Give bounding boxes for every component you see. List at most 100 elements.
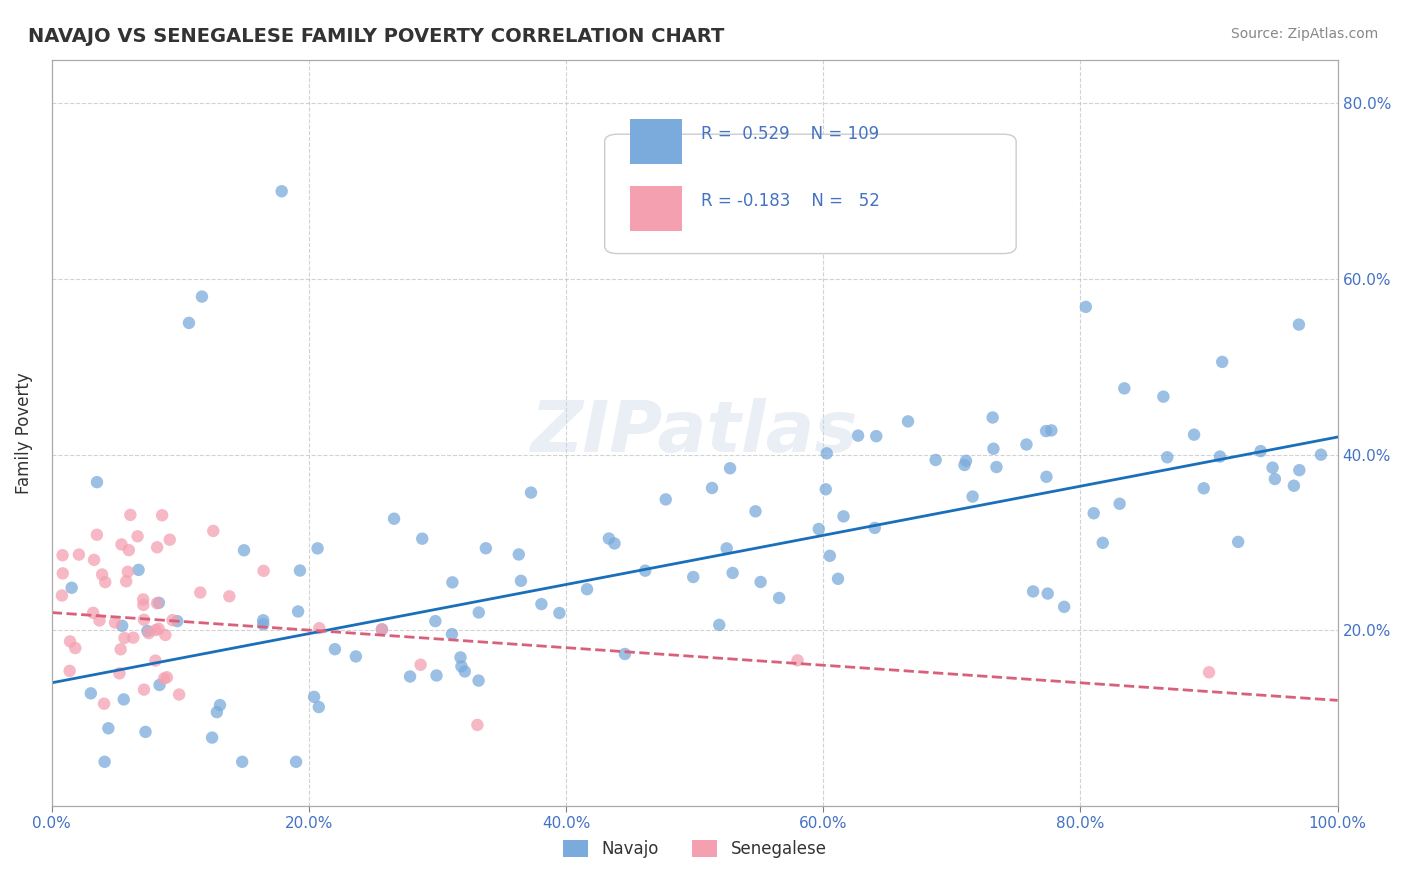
Point bbox=[700, 481, 723, 495]
Point bbox=[233, 543, 256, 558]
Point bbox=[520, 485, 543, 500]
Point bbox=[117, 565, 139, 579]
Point bbox=[1074, 300, 1097, 314]
Point bbox=[307, 541, 329, 556]
Point bbox=[146, 541, 169, 555]
Point bbox=[323, 642, 346, 657]
Legend: Navajo, Senegalese: Navajo, Senegalese bbox=[557, 833, 832, 864]
Point bbox=[399, 669, 422, 683]
Point bbox=[218, 589, 240, 603]
Point bbox=[953, 458, 976, 472]
Text: R = -0.183    N =   52: R = -0.183 N = 52 bbox=[702, 193, 880, 211]
Point bbox=[709, 618, 731, 632]
Point bbox=[1288, 318, 1310, 332]
Point bbox=[425, 668, 447, 682]
Point bbox=[1310, 448, 1333, 462]
Point bbox=[150, 508, 173, 523]
Point bbox=[83, 553, 105, 567]
Text: Source: ZipAtlas.com: Source: ZipAtlas.com bbox=[1230, 27, 1378, 41]
Point bbox=[94, 575, 117, 590]
Point bbox=[208, 698, 231, 712]
Bar bbox=[630, 120, 682, 164]
Point bbox=[156, 670, 179, 684]
Point bbox=[1198, 665, 1220, 680]
Point bbox=[132, 613, 155, 627]
Point bbox=[65, 641, 87, 656]
Point bbox=[132, 598, 155, 612]
Point bbox=[1035, 470, 1057, 484]
Point bbox=[118, 543, 141, 558]
Point bbox=[114, 631, 136, 645]
Point bbox=[981, 410, 1004, 425]
Point bbox=[815, 446, 838, 460]
Point bbox=[371, 623, 394, 637]
Point bbox=[308, 621, 330, 635]
Point bbox=[270, 184, 292, 198]
Point bbox=[1209, 450, 1232, 464]
Point bbox=[148, 678, 170, 692]
Point bbox=[576, 582, 599, 597]
Point bbox=[128, 563, 150, 577]
Point bbox=[110, 537, 132, 551]
Point bbox=[530, 597, 553, 611]
Point bbox=[252, 613, 274, 627]
Point bbox=[1114, 381, 1136, 395]
Point bbox=[467, 673, 489, 688]
Point bbox=[1035, 424, 1057, 438]
Point bbox=[603, 536, 626, 550]
Point bbox=[450, 659, 472, 673]
Point bbox=[613, 647, 636, 661]
Point bbox=[93, 697, 115, 711]
Point bbox=[148, 622, 170, 636]
Point bbox=[86, 528, 108, 542]
Point bbox=[508, 548, 530, 562]
Point bbox=[191, 289, 214, 303]
Point bbox=[832, 509, 855, 524]
Point bbox=[302, 690, 325, 704]
Point bbox=[382, 512, 405, 526]
Point bbox=[132, 682, 155, 697]
Point bbox=[409, 657, 432, 672]
Point bbox=[634, 564, 657, 578]
Point bbox=[807, 522, 830, 536]
Text: NAVAJO VS SENEGALESE FAMILY POVERTY CORRELATION CHART: NAVAJO VS SENEGALESE FAMILY POVERTY CORR… bbox=[28, 27, 724, 45]
Point bbox=[82, 606, 104, 620]
Point bbox=[80, 686, 103, 700]
Point bbox=[153, 672, 176, 686]
Point bbox=[1091, 536, 1114, 550]
Point bbox=[441, 575, 464, 590]
Point bbox=[718, 461, 741, 475]
Text: ZIPatlas: ZIPatlas bbox=[531, 398, 859, 467]
Point bbox=[454, 665, 477, 679]
Point bbox=[120, 508, 142, 522]
Point bbox=[897, 414, 920, 428]
Point bbox=[1040, 424, 1063, 438]
Point bbox=[716, 541, 738, 556]
Point bbox=[111, 619, 134, 633]
Point bbox=[1288, 463, 1310, 477]
Point bbox=[371, 623, 394, 637]
Point bbox=[682, 570, 704, 584]
Point bbox=[548, 606, 571, 620]
Point bbox=[51, 589, 73, 603]
Point bbox=[1036, 586, 1059, 600]
Point bbox=[846, 428, 869, 442]
Point bbox=[97, 721, 120, 735]
Point bbox=[60, 581, 83, 595]
Point bbox=[159, 533, 181, 547]
Point bbox=[127, 529, 149, 543]
Point bbox=[467, 718, 489, 732]
Point bbox=[115, 574, 138, 589]
Point bbox=[1083, 506, 1105, 520]
Point bbox=[166, 614, 188, 628]
Point bbox=[205, 705, 228, 719]
Point bbox=[145, 623, 167, 637]
Point bbox=[1264, 472, 1286, 486]
Point bbox=[827, 572, 849, 586]
Point bbox=[786, 653, 808, 667]
Point bbox=[52, 548, 75, 562]
Point bbox=[138, 626, 160, 640]
Point bbox=[468, 606, 491, 620]
FancyBboxPatch shape bbox=[605, 134, 1017, 253]
Point bbox=[1250, 444, 1272, 458]
